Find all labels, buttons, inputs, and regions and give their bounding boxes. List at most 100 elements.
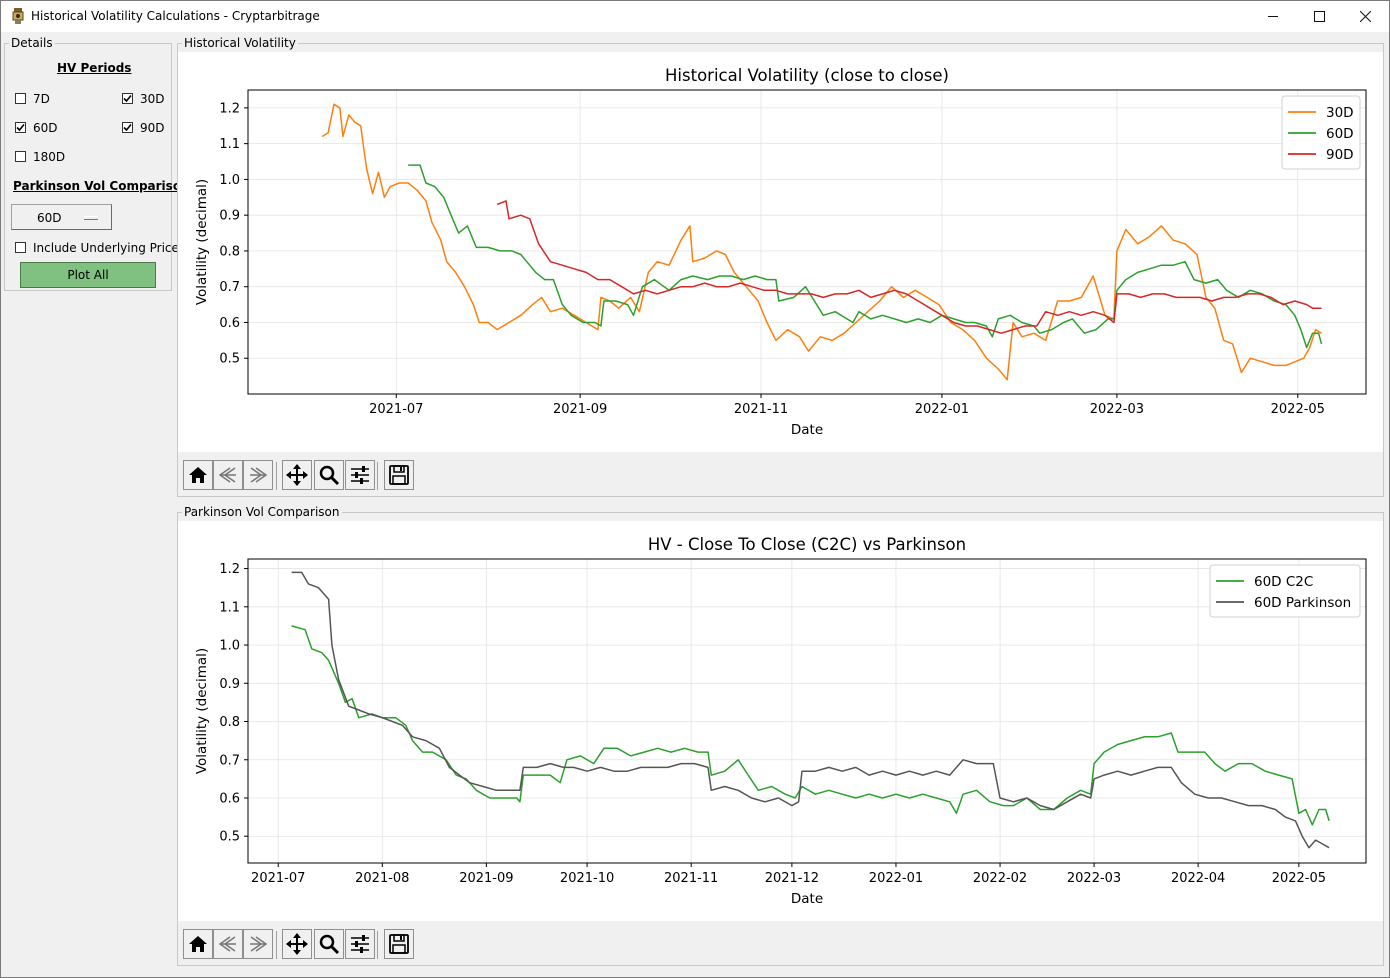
x-tick-label: 2021-09: [459, 871, 513, 886]
y-tick-label: 1.2: [219, 101, 240, 116]
label-include-underlying: Include Underlying Price: [33, 241, 179, 255]
zoom-icon: [319, 465, 340, 486]
minimize-icon: [1267, 15, 1278, 17]
y-tick-label: 1.1: [219, 137, 240, 152]
y-tick-label: 1.0: [219, 173, 240, 188]
hv-panel: Historical Volatility: [177, 36, 1384, 497]
y-tick-label: 1.1: [219, 600, 240, 615]
checkbox-180d[interactable]: [15, 151, 26, 162]
save-icon: [389, 465, 409, 485]
back-button[interactable]: [213, 929, 243, 959]
parkinson-toolbar: [183, 929, 423, 963]
zoom-icon: [319, 934, 340, 955]
zoom-button[interactable]: [314, 929, 344, 959]
maximize-button[interactable]: [1296, 0, 1342, 32]
parkinson-heading: Parkinson Vol Comparison: [13, 179, 190, 193]
x-tick-label: 2021-07: [251, 871, 305, 886]
app-icon: [12, 8, 24, 24]
y-tick-label: 1.0: [219, 639, 240, 654]
dropdown-indicator-icon: [84, 216, 98, 220]
close-icon: [1359, 10, 1371, 22]
checkbox-60d[interactable]: [15, 122, 26, 133]
series-line-60d-c2c: [291, 625, 1330, 826]
y-tick-label: 0.7: [219, 753, 240, 768]
x-tick-label: 2021-11: [734, 402, 788, 417]
y-tick-label: 1.2: [219, 562, 240, 577]
save-icon: [389, 934, 409, 954]
parkinson-period-dropdown[interactable]: 60D: [11, 204, 112, 230]
configure-subplots-button[interactable]: [345, 460, 375, 490]
x-tick-label: 2022-05: [1271, 402, 1325, 417]
hv-figure[interactable]: 2021-07 2021-09 2021-11 2022-01 2022-03 2022-…: [178, 52, 1383, 452]
x-tick-label: 2022-05: [1272, 871, 1326, 886]
label-60d: 60D: [33, 121, 58, 135]
home-icon: [189, 936, 207, 952]
parkinson-figure[interactable]: 2021-07 2021-08 2021-09 2021-10 2021-11 2021-…: [178, 521, 1383, 921]
checkmark-icon: [16, 123, 25, 132]
checkbox-include-underlying[interactable]: [15, 242, 26, 253]
x-tick-label: 2021-10: [560, 871, 614, 886]
y-tick-label: 0.8: [219, 715, 240, 730]
back-button[interactable]: [213, 460, 243, 490]
save-button[interactable]: [384, 929, 414, 959]
x-tick-label: 2022-03: [1067, 871, 1121, 886]
x-tick-label: 2021-11: [664, 871, 718, 886]
x-axis-label: Date: [791, 891, 823, 907]
checkbox-30d[interactable]: [122, 93, 133, 104]
parkinson-chart[interactable]: 2021-07 2021-08 2021-09 2021-10 2021-11 2021-…: [178, 521, 1383, 921]
home-button[interactable]: [183, 460, 213, 490]
pan-button[interactable]: [282, 460, 312, 490]
y-tick-label: 0.6: [219, 791, 240, 806]
y-tick-label: 0.9: [219, 209, 240, 224]
plot-all-button[interactable]: Plot All: [20, 262, 156, 288]
label-180d: 180D: [33, 150, 66, 164]
y-tick-label: 0.9: [219, 677, 240, 692]
x-tick-label: 2021-12: [765, 871, 819, 886]
legend-label: 60D C2C: [1254, 574, 1313, 590]
toolbar-separator: [276, 931, 277, 959]
back-icon: [218, 467, 236, 483]
x-tick-label: 2021-08: [355, 871, 409, 886]
window-title: Historical Volatility Calculations - Cry…: [31, 9, 320, 23]
pan-button[interactable]: [282, 929, 312, 959]
axes-frame: [247, 89, 1367, 395]
checkbox-90d[interactable]: [122, 122, 133, 133]
minimize-button[interactable]: [1250, 0, 1296, 32]
legend-box: [1209, 564, 1361, 618]
x-tick-label: 2021-07: [369, 402, 423, 417]
legend-box: [1281, 95, 1361, 170]
axes-frame: [247, 558, 1367, 864]
y-tick-label: 0.7: [219, 280, 240, 295]
label-30d: 30D: [140, 92, 165, 106]
close-button[interactable]: [1342, 0, 1388, 32]
checkmark-icon: [123, 94, 132, 103]
hv-panel-legend: Historical Volatility: [184, 36, 296, 50]
legend-label: 30D: [1326, 105, 1354, 121]
y-tick-label: 0.6: [219, 316, 240, 331]
details-panel: Details: [4, 36, 172, 291]
legend-label: 60D Parkinson: [1254, 595, 1351, 611]
y-axis-label: Volatility (decimal): [194, 648, 210, 774]
zoom-button[interactable]: [314, 460, 344, 490]
forward-icon: [250, 467, 268, 483]
forward-button[interactable]: [243, 929, 273, 959]
x-tick-label: 2022-01: [869, 871, 923, 886]
toolbar-separator: [377, 462, 378, 490]
save-button[interactable]: [384, 460, 414, 490]
series-line-90d: [496, 200, 1322, 334]
chart-title: Historical Volatility (close to close): [665, 66, 949, 85]
parkinson-panel: Parkinson Vol Comparison: [177, 505, 1384, 966]
hv-periods-heading: HV Periods: [57, 61, 132, 75]
checkbox-7d[interactable]: [15, 93, 26, 104]
chart-title: HV - Close To Close (C2C) vs Parkinson: [648, 535, 966, 554]
pan-icon: [286, 933, 308, 955]
home-button[interactable]: [183, 929, 213, 959]
forward-button[interactable]: [243, 460, 273, 490]
back-icon: [218, 936, 236, 952]
y-tick-label: 0.5: [219, 352, 240, 367]
home-icon: [189, 467, 207, 483]
configure-subplots-button[interactable]: [345, 929, 375, 959]
configure-subplots-icon: [351, 466, 369, 484]
x-tick-label: 2021-09: [553, 402, 607, 417]
hv-chart[interactable]: 2021-07 2021-09 2021-11 2022-01 2022-03 2022-…: [178, 52, 1383, 452]
